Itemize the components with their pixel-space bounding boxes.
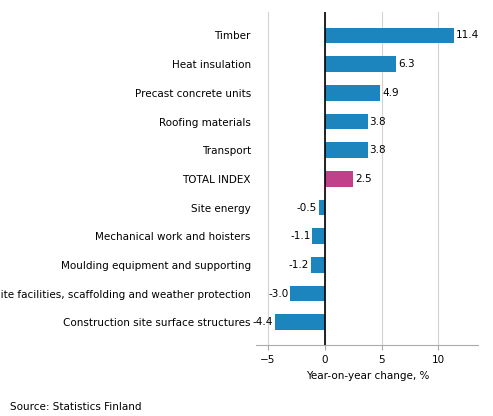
- Bar: [311, 257, 324, 273]
- Text: -0.5: -0.5: [297, 203, 317, 213]
- Text: 2.5: 2.5: [355, 174, 371, 184]
- Text: -4.4: -4.4: [252, 317, 273, 327]
- Bar: [324, 114, 368, 129]
- Text: 3.8: 3.8: [370, 145, 386, 155]
- Bar: [324, 27, 455, 43]
- Bar: [324, 85, 381, 101]
- Bar: [319, 200, 324, 215]
- Text: 11.4: 11.4: [456, 30, 479, 40]
- Bar: [312, 228, 324, 244]
- Text: 4.9: 4.9: [382, 88, 399, 98]
- Bar: [290, 286, 324, 302]
- Text: -1.2: -1.2: [289, 260, 309, 270]
- Bar: [324, 142, 368, 158]
- Text: -1.1: -1.1: [290, 231, 311, 241]
- Text: 6.3: 6.3: [398, 59, 415, 69]
- Text: 3.8: 3.8: [370, 116, 386, 126]
- Text: -3.0: -3.0: [269, 289, 289, 299]
- Bar: [275, 314, 324, 330]
- Bar: [324, 56, 396, 72]
- Text: Source: Statistics Finland: Source: Statistics Finland: [10, 402, 141, 412]
- Bar: [324, 171, 353, 187]
- X-axis label: Year-on-year change, %: Year-on-year change, %: [306, 371, 429, 381]
